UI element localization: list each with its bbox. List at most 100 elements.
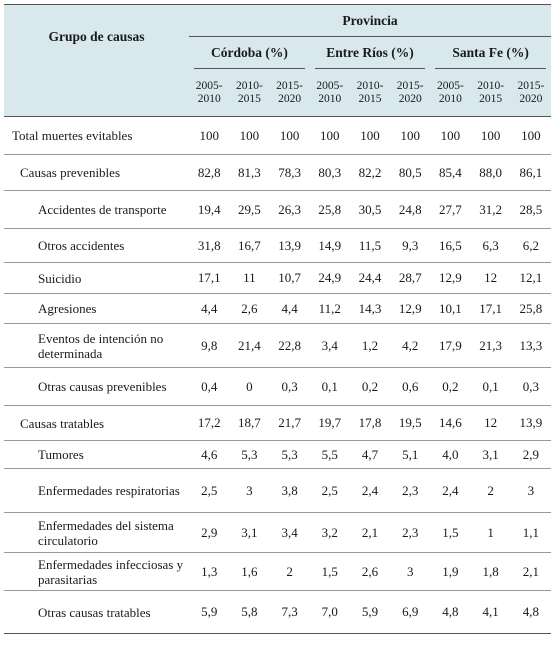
value-cell: 25,8	[309, 190, 350, 229]
value-cell: 81,3	[229, 154, 270, 191]
value-cell: 2,1	[349, 512, 391, 553]
value-cell: 0	[229, 367, 270, 406]
value-cell: 11	[229, 262, 270, 294]
value-cell: 100	[470, 116, 511, 155]
value-cell: 100	[189, 116, 230, 155]
value-cell: 2,4	[430, 468, 471, 513]
table-row: Tumores 4,6 5,3 5,3 5,5 4,7 5,1 4,0 3,1 2,9	[4, 440, 551, 469]
value-cell: 2,3	[390, 468, 431, 513]
value-cell: 2,5	[189, 468, 230, 513]
value-cell: 7,0	[309, 590, 350, 634]
row-label: Eventos de intención no determinada	[4, 323, 190, 368]
value-cell: 2,6	[349, 552, 391, 591]
period-header: 2005- 2010	[189, 69, 230, 117]
table-row: Causas tratables 17,2 18,7 21,7 19,7 17,8 19,5…	[4, 405, 551, 441]
row-label: Enfermedades respiratorias	[4, 468, 190, 513]
value-cell: 21,3	[470, 323, 511, 368]
value-cell: 11,2	[309, 293, 350, 324]
value-cell: 4,0	[430, 440, 471, 469]
value-cell: 21,7	[269, 405, 310, 441]
value-cell: 0,1	[309, 367, 350, 406]
value-cell: 12	[470, 405, 511, 441]
value-cell: 0,2	[349, 367, 391, 406]
value-cell: 14,6	[430, 405, 471, 441]
value-cell: 88,0	[470, 154, 511, 191]
row-label: Enfermedades infecciosas y parasitarias	[4, 552, 190, 591]
value-cell: 100	[390, 116, 431, 155]
value-cell: 1	[470, 512, 511, 553]
value-cell: 3,8	[269, 468, 310, 513]
value-cell: 0,6	[390, 367, 431, 406]
value-cell: 5,1	[390, 440, 431, 469]
value-cell: 29,5	[229, 190, 270, 229]
value-cell: 10,7	[269, 262, 310, 294]
table-row: Enfermedades respiratorias 2,5 3 3,8 2,5 2,4 2…	[4, 468, 551, 513]
value-cell: 4,4	[189, 293, 230, 324]
row-label: Otras causas tratables	[4, 590, 190, 634]
value-cell: 100	[269, 116, 310, 155]
value-cell: 7,3	[269, 590, 310, 634]
value-cell: 17,9	[430, 323, 471, 368]
value-cell: 12,1	[510, 262, 551, 294]
value-cell: 16,5	[430, 228, 471, 263]
value-cell: 1,9	[430, 552, 471, 591]
value-cell: 80,3	[309, 154, 350, 191]
value-cell: 1,2	[349, 323, 391, 368]
period-header: 2010- 2015	[470, 69, 511, 117]
value-cell: 21,4	[229, 323, 270, 368]
value-cell: 11,5	[349, 228, 391, 263]
province-header: Provincia	[189, 4, 551, 37]
value-cell: 17,2	[189, 405, 230, 441]
value-cell: 4,8	[510, 590, 551, 634]
avoidable-deaths-table: Grupo de causas Provincia Córdoba (%) En…	[4, 4, 551, 634]
table-row: Enfermedades del sistema circulatorio 2,9…	[4, 512, 551, 553]
row-label: Causas tratables	[4, 405, 190, 441]
value-cell: 0,2	[430, 367, 471, 406]
value-cell: 78,3	[269, 154, 310, 191]
value-cell: 100	[229, 116, 270, 155]
table-row: Causas prevenibles 82,8 81,3 78,3 80,3 82,2 80…	[4, 154, 551, 191]
value-cell: 5,3	[229, 440, 270, 469]
value-cell: 9,8	[189, 323, 230, 368]
value-cell: 2,1	[510, 552, 551, 591]
value-cell: 0,3	[269, 367, 310, 406]
value-cell: 2,5	[309, 468, 350, 513]
value-cell: 3,4	[269, 512, 310, 553]
table-row: Suicidio 17,1 11 10,7 24,9 24,4 28,7 12,9 12 12,1	[4, 262, 551, 294]
value-cell: 28,5	[510, 190, 551, 229]
period-header: 2010- 2015	[349, 69, 391, 117]
value-cell: 24,8	[390, 190, 431, 229]
table-row: Agresiones 4,4 2,6 4,4 11,2 14,3 12,9 10,1 17,1 2…	[4, 293, 551, 324]
value-cell: 0,3	[510, 367, 551, 406]
table-body: Total muertes evitables 100 100 100 100 100 10…	[4, 116, 551, 634]
value-cell: 1,8	[470, 552, 511, 591]
table-row: Accidentes de transporte 19,4 29,5 26,3 25,8…	[4, 190, 551, 229]
value-cell: 12,9	[430, 262, 471, 294]
value-cell: 24,9	[309, 262, 350, 294]
value-cell: 4,7	[349, 440, 391, 469]
table-header: Grupo de causas Provincia Córdoba (%) En…	[4, 4, 551, 117]
value-cell: 0,1	[470, 367, 511, 406]
row-label: Causas prevenibles	[4, 154, 190, 191]
period-header: 2015- 2020	[390, 69, 431, 117]
value-cell: 13,9	[510, 405, 551, 441]
value-cell: 12	[470, 262, 511, 294]
group-header: Grupo de causas	[4, 4, 190, 69]
province-cordoba-header: Córdoba (%)	[189, 36, 310, 69]
table-row: Total muertes evitables 100 100 100 100 100 10…	[4, 116, 551, 155]
value-cell: 6,2	[510, 228, 551, 263]
row-label: Total muertes evitables	[4, 116, 190, 155]
value-cell: 31,8	[189, 228, 230, 263]
value-cell: 1,3	[189, 552, 230, 591]
value-cell: 5,9	[349, 590, 391, 634]
row-label: Otros accidentes	[4, 228, 190, 263]
row-label: Accidentes de transporte	[4, 190, 190, 229]
period-header: 2005- 2010	[430, 69, 471, 117]
province-entre-rios-header: Entre Ríos (%)	[309, 36, 431, 69]
value-cell: 1,6	[229, 552, 270, 591]
period-header: 2005- 2010	[309, 69, 350, 117]
value-cell: 2,9	[189, 512, 230, 553]
value-cell: 13,3	[510, 323, 551, 368]
value-cell: 1,5	[309, 552, 350, 591]
value-cell: 5,9	[189, 590, 230, 634]
